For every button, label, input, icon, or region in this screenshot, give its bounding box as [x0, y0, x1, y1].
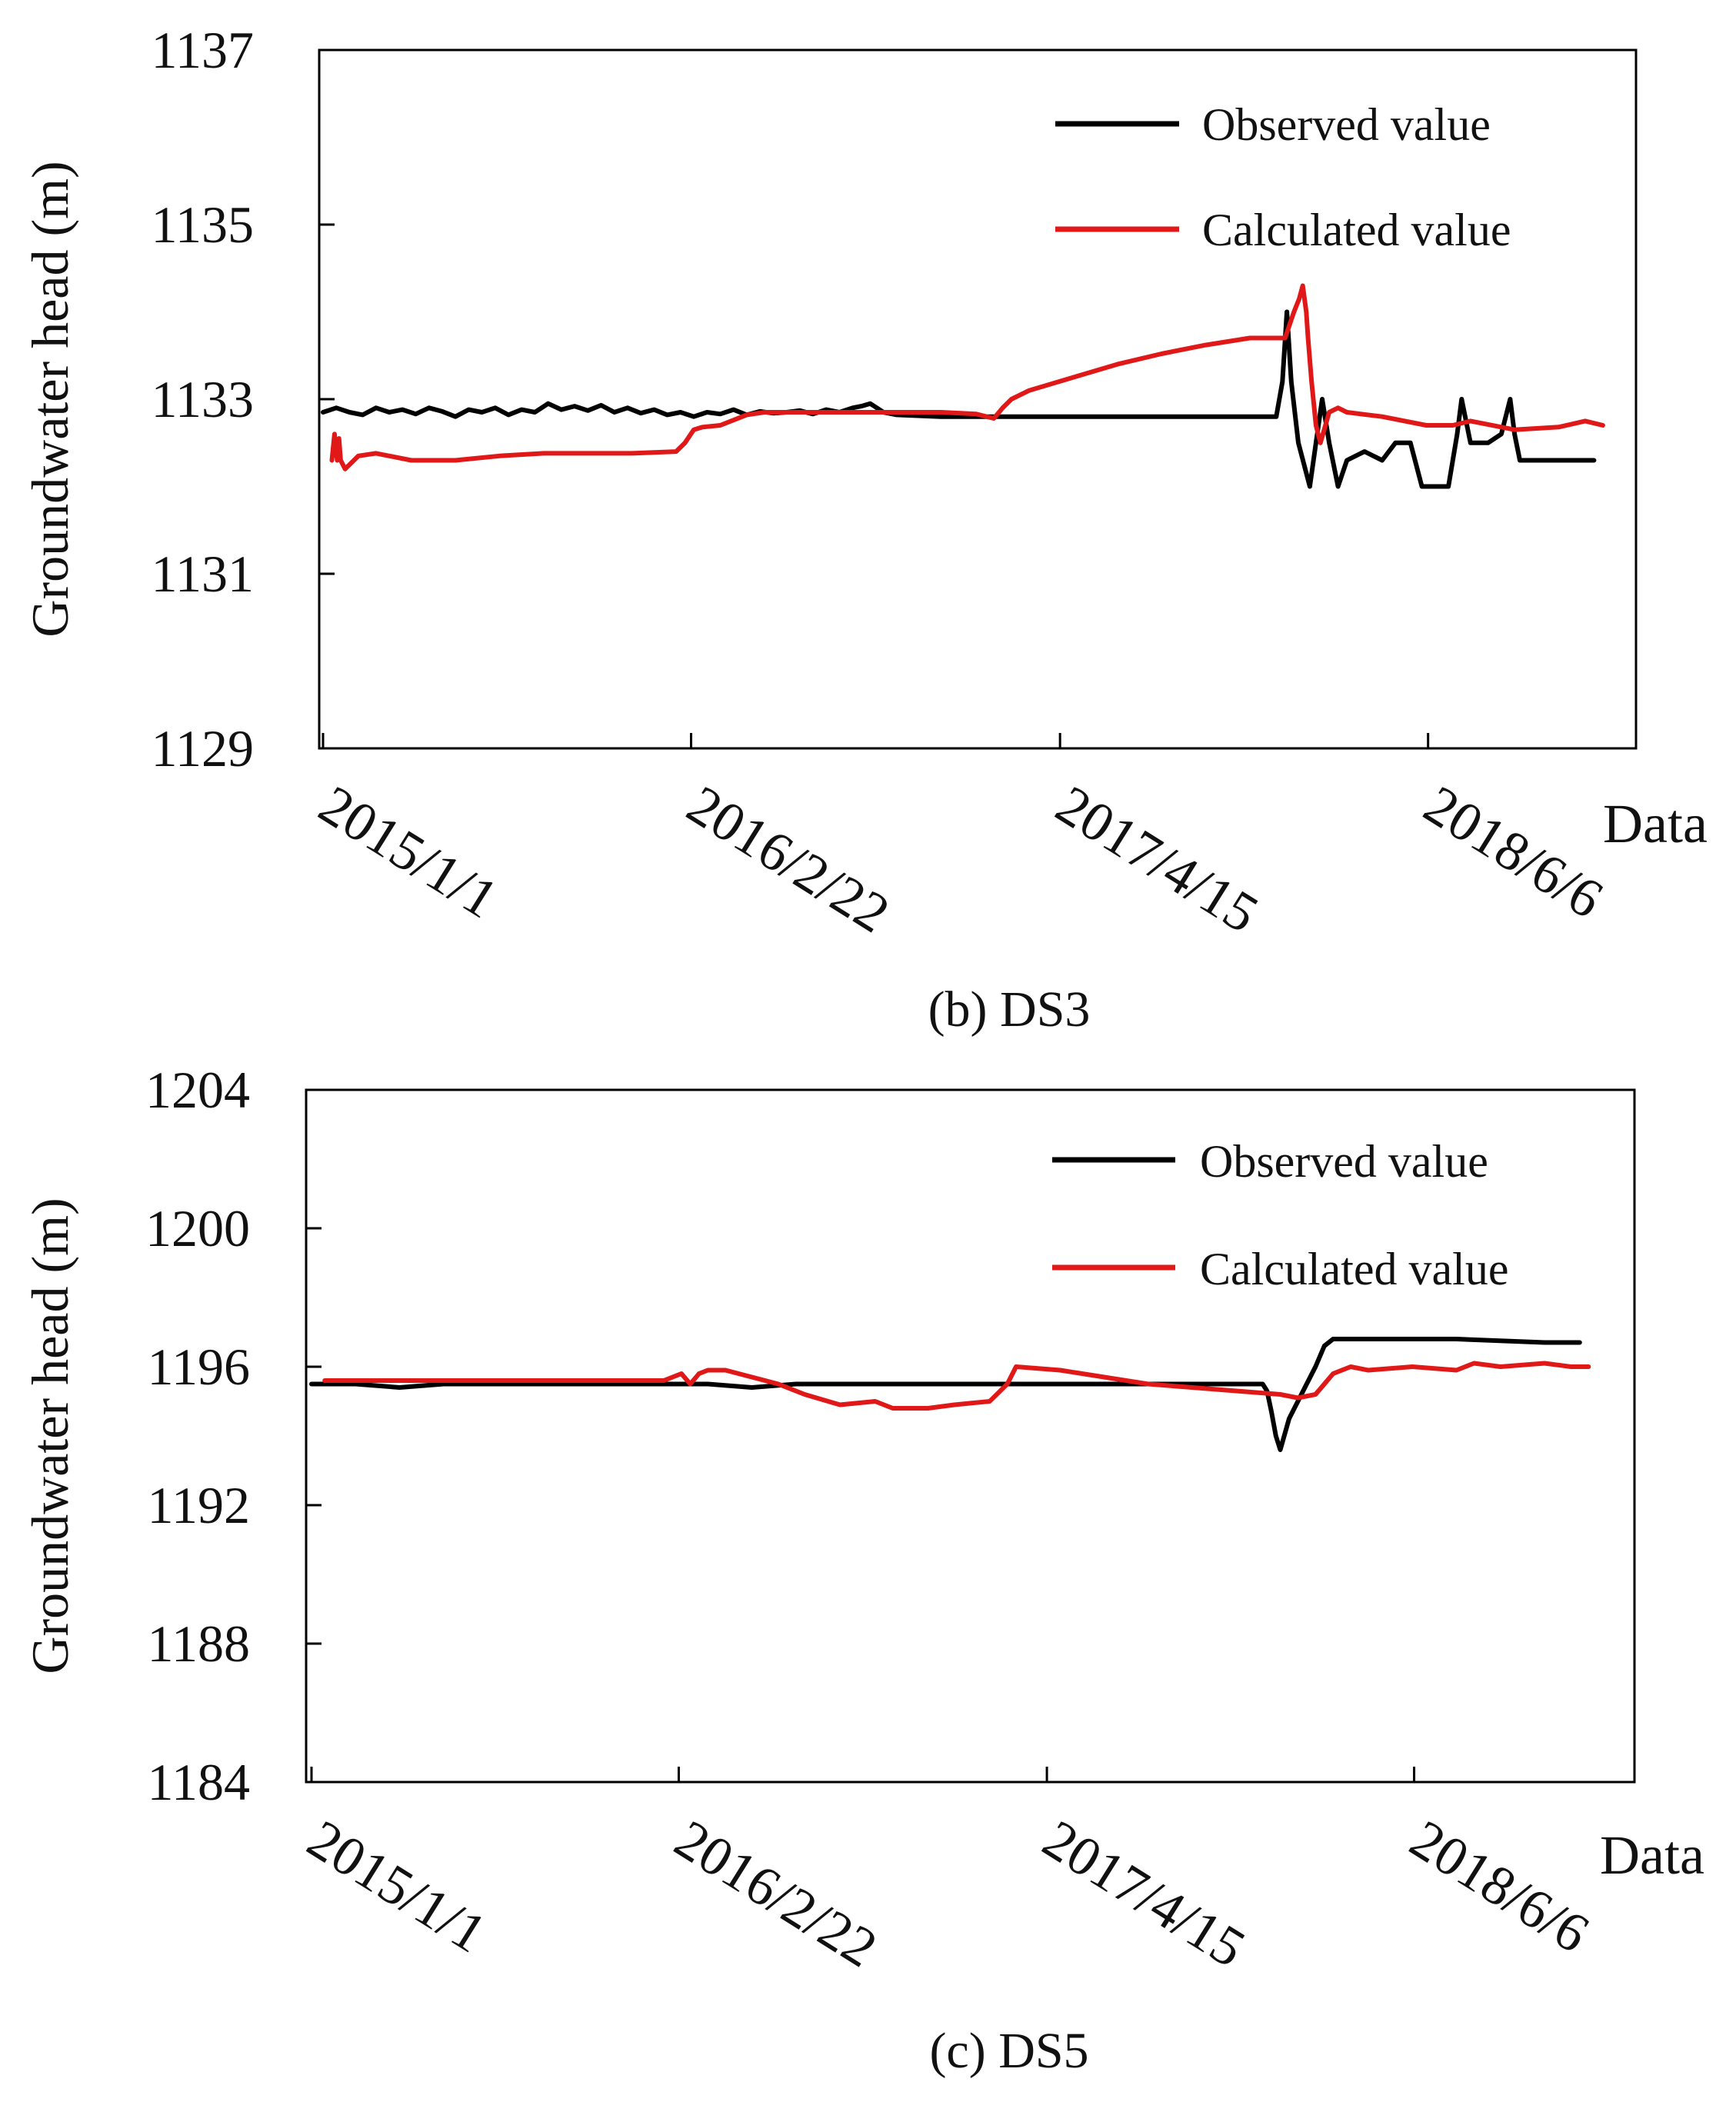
x-axis-ticks: 2015/1/1 2016/2/22 2017/4/15 2018/6/6 — [309, 733, 1614, 944]
series-line-calculated — [322, 1361, 1591, 1411]
x-tick-label: 2017/4/15 — [1033, 1808, 1256, 1980]
x-tick-label: 2016/2/22 — [665, 1808, 888, 1980]
series-group — [309, 1337, 1591, 1452]
x-tick-label: 2018/6/6 — [1400, 1808, 1600, 1965]
series-line-calculated — [329, 283, 1605, 471]
y-axis-label: Groundwater head (m) — [21, 1198, 79, 1674]
x-tick-label: 2017/4/15 — [1046, 774, 1269, 945]
y-tick-label: 1184 — [148, 1753, 250, 1811]
legend-label-calculated: Calculated value — [1200, 1244, 1508, 1294]
y-tick-label: 1188 — [148, 1614, 250, 1673]
y-tick-label: 1192 — [148, 1476, 250, 1534]
x-tick-label: 2015/1/1 — [309, 774, 509, 931]
series-line-observed — [309, 1337, 1582, 1452]
y-axis-label: Groundwater head (m) — [21, 161, 79, 637]
y-tick-label: 1133 — [152, 370, 254, 428]
x-axis-label: Data — [1600, 1824, 1704, 1886]
plot-frame — [318, 48, 1638, 750]
y-axis-ticks: 1129 1131 1133 1135 1137 — [152, 21, 335, 778]
series-line-observed — [321, 309, 1597, 489]
x-tick-label: 2015/1/1 — [298, 1808, 498, 1965]
x-tick-label: 2016/2/22 — [677, 774, 900, 945]
y-tick-label: 1204 — [145, 1061, 250, 1119]
x-axis-label: Data — [1603, 793, 1708, 854]
y-tick-label: 1200 — [145, 1199, 250, 1258]
y-tick-label: 1137 — [152, 21, 254, 79]
plot-frame — [305, 1088, 1636, 1784]
x-tick-label: 2018/6/6 — [1414, 774, 1614, 931]
chart-ds5: 1184 1188 1192 1196 1200 1204 2015/1/1 2016/2/… — [21, 1061, 1704, 2079]
legend-label-observed: Observed value — [1202, 99, 1491, 150]
series-group — [321, 283, 1605, 489]
legend: Observed value Calculated value — [1055, 99, 1511, 255]
legend-label-observed: Observed value — [1200, 1136, 1488, 1187]
legend-label-calculated: Calculated value — [1202, 205, 1511, 255]
y-axis-ticks: 1184 1188 1192 1196 1200 1204 — [145, 1061, 322, 1811]
chart-caption: (c) DS5 — [929, 2023, 1088, 2079]
legend: Observed value Calculated value — [1052, 1136, 1508, 1294]
y-tick-label: 1135 — [152, 195, 254, 254]
y-tick-label: 1196 — [148, 1337, 250, 1396]
x-axis-ticks: 2015/1/1 2016/2/22 2017/4/15 2018/6/6 — [298, 1767, 1600, 1979]
y-tick-label: 1129 — [152, 719, 254, 778]
y-tick-label: 1131 — [152, 545, 254, 603]
chart-caption: (b) DS3 — [928, 981, 1091, 1038]
